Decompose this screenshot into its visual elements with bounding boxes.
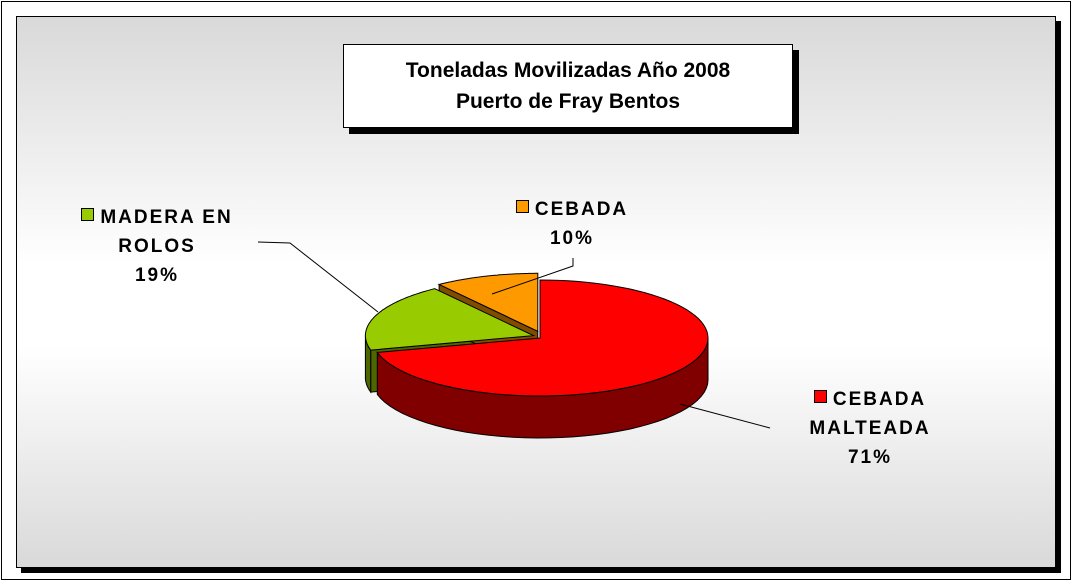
slice bbox=[376, 279, 709, 397]
label-name-row: MADERA EN ROLOS bbox=[52, 203, 262, 261]
legend-key bbox=[813, 390, 827, 403]
label-name-row: CEBADA bbox=[492, 195, 652, 224]
title-box: Toneladas Movilizadas Año 2008 Puerto de… bbox=[343, 44, 793, 128]
slice bbox=[437, 272, 539, 333]
category-label: CEBADA bbox=[534, 199, 629, 220]
chart-title: Puerto de Fray Bentos bbox=[455, 90, 681, 113]
category-label: MADERA EN ROLOS bbox=[100, 207, 233, 257]
chart-title: Toneladas Movilizadas Año 2008 bbox=[405, 59, 731, 82]
value-label: 71% bbox=[847, 447, 893, 468]
data-label: CEBADA MALTEADA 71% bbox=[775, 385, 965, 472]
legend-key bbox=[515, 200, 529, 213]
leader-line bbox=[491, 258, 574, 295]
leader-line bbox=[257, 241, 379, 313]
slice bbox=[364, 288, 536, 351]
value-label: 10% bbox=[549, 228, 595, 249]
leader-line bbox=[679, 403, 771, 429]
category-label: CEBADA MALTEADA bbox=[809, 389, 931, 439]
legend-key bbox=[81, 208, 95, 221]
value-label: 19% bbox=[134, 265, 180, 286]
data-label: CEBADA 10% bbox=[492, 195, 652, 253]
data-label: MADERA EN ROLOS 19% bbox=[52, 203, 262, 290]
label-name-row: CEBADA MALTEADA bbox=[775, 385, 965, 443]
